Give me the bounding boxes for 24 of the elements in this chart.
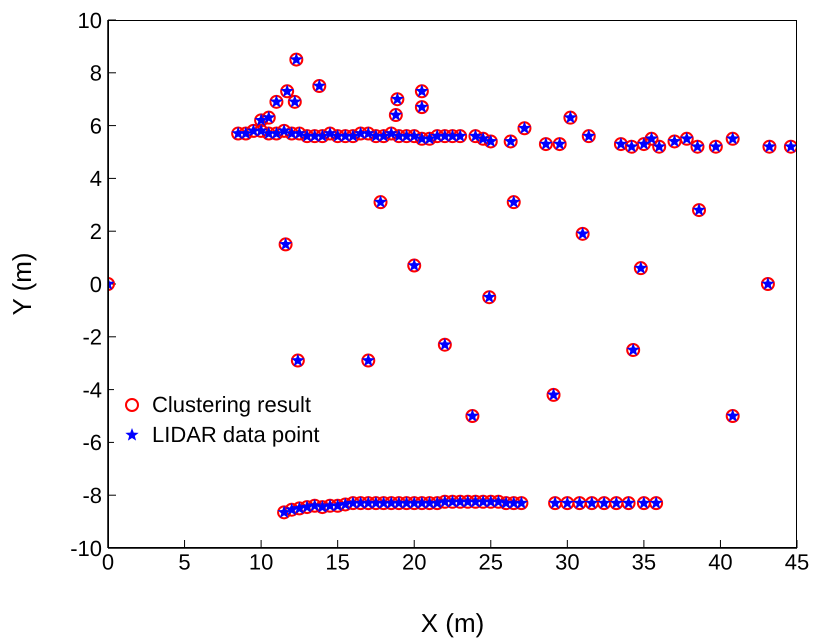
x-tick-label: 45 <box>784 550 810 575</box>
x-tick-label: 25 <box>478 550 504 575</box>
legend-label: LIDAR data point <box>152 422 320 448</box>
y-tick-label: 8 <box>90 60 102 86</box>
y-tick-label: 6 <box>90 113 102 138</box>
y-tick-label: -10 <box>70 536 102 561</box>
x-tick-label: 20 <box>402 550 426 575</box>
x-tick-label: 40 <box>708 550 733 575</box>
x-tick-label: 35 <box>632 550 656 575</box>
y-tick-label: 4 <box>90 166 102 192</box>
y-tick-label: -2 <box>82 324 102 350</box>
y-tick-label: 10 <box>78 8 102 33</box>
y-tick-label: -8 <box>82 483 102 508</box>
y-axis-title: Y (m) <box>7 252 38 316</box>
x-tick-label: 5 <box>178 550 191 575</box>
y-tick-label: -6 <box>82 430 102 456</box>
x-tick-label: 15 <box>325 550 350 575</box>
y-tick-label: -4 <box>82 377 102 402</box>
x-tick-label: 10 <box>248 550 274 575</box>
x-tick-label: 30 <box>555 550 580 575</box>
y-tick-label: 0 <box>90 272 102 297</box>
y-tick-label: 2 <box>90 219 102 244</box>
legend-label: Clustering result <box>152 392 311 418</box>
x-axis-title: X (m) <box>420 608 484 638</box>
